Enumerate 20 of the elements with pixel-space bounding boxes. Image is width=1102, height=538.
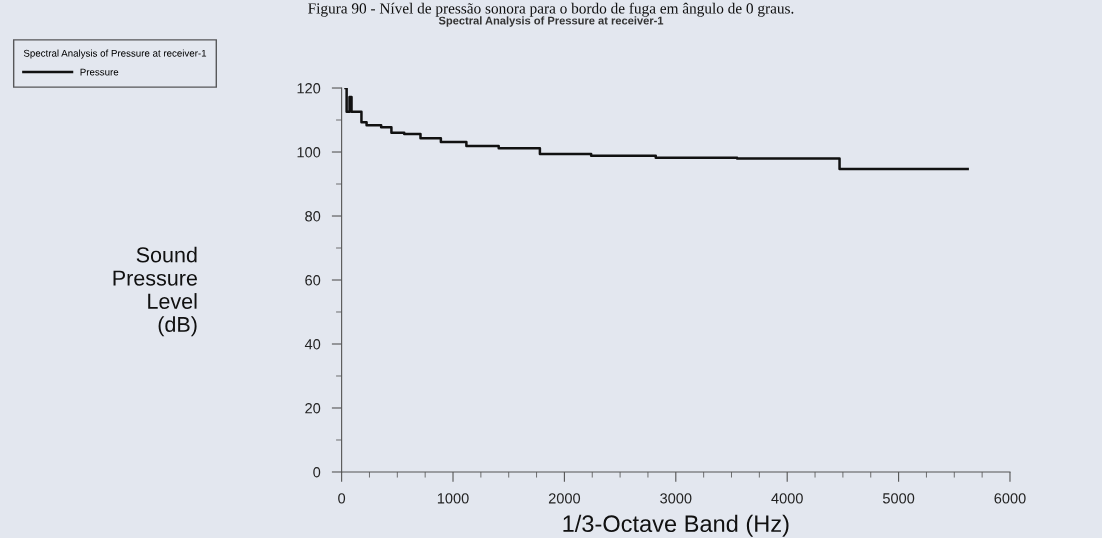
y-tick-label: 40 [304, 339, 321, 350]
x-tick-label: 4000 [771, 493, 803, 504]
text: Figura 90 - Nível de pressão sonora para o bordo de fuga em ângulo de 0 graus. [308, 2, 794, 17]
y-tick-label: 100 [297, 147, 321, 158]
y-tick-label: 80 [305, 211, 321, 222]
text: Pressure [80, 68, 119, 76]
y-tick-label: 120 [297, 83, 321, 94]
x-tick-label: 3000 [660, 493, 692, 504]
x-tick-label: 2000 [548, 493, 581, 504]
x-tick-label: 6000 [994, 493, 1026, 504]
legend-title: Spectral Analysis of Pressure at receiver-1 [23, 49, 207, 59]
x-axis-title: 1/3-Octave Band (Hz) [563, 514, 789, 537]
x-tick-label: 0 [338, 493, 346, 504]
x-tick-label: 5000 [882, 493, 915, 504]
y-axis-title: Sound Pressure Level (dB) [113, 246, 197, 337]
y-tick-label: 0 [313, 467, 321, 478]
chart-title: Spectral Analysis of Pressure at receiver-1 [438, 16, 664, 27]
y-tick-label: 60 [305, 275, 321, 286]
x-tick-label: 1000 [437, 493, 469, 504]
y-tick-label: 20 [305, 403, 321, 414]
